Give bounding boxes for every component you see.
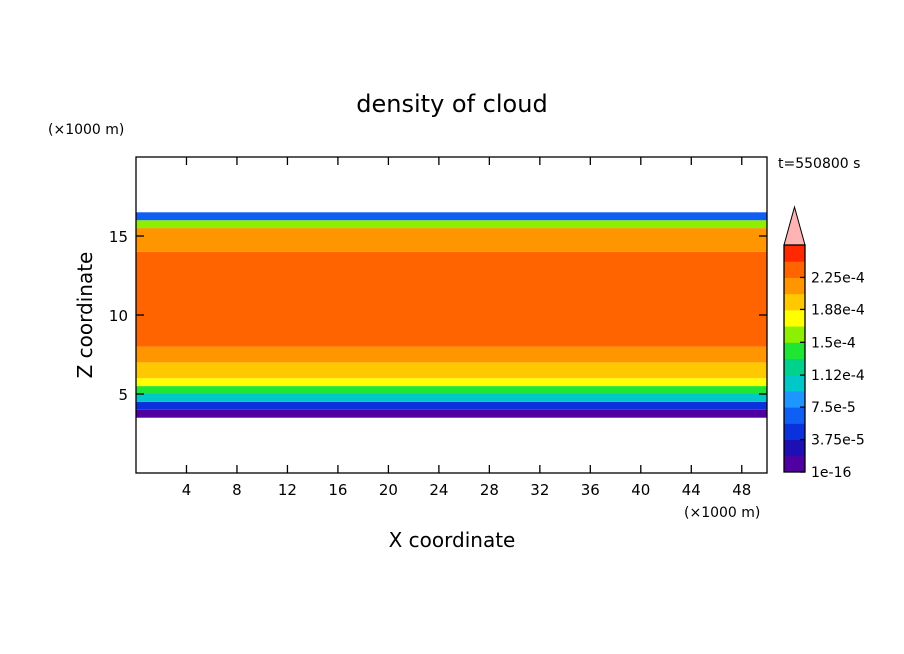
x-tick-label: 32 (530, 481, 549, 499)
time-label: t=550800 s (778, 156, 860, 172)
contour-band (136, 220, 767, 229)
y-tick-label: 15 (109, 228, 128, 246)
colorbar-tick-label: 1.5e-4 (811, 335, 856, 351)
colorbar-band (784, 423, 805, 441)
x-tick-label: 12 (278, 481, 297, 499)
chart-title: density of cloud (356, 90, 547, 118)
y-tick-label: 10 (109, 307, 128, 325)
contour-band (136, 346, 767, 363)
colorbar-tick-label: 1e-16 (811, 465, 851, 481)
x-tick-label: 8 (232, 481, 242, 499)
y-tick-label: 5 (118, 386, 128, 404)
colorbar-band (784, 293, 805, 311)
contour-band (136, 251, 767, 347)
x-tick-label: 16 (328, 481, 347, 499)
colorbar-frame (783, 244, 806, 473)
colorbar-band (784, 309, 805, 327)
colorbar-band (784, 261, 805, 278)
colorbar-band (784, 358, 805, 376)
contour-band (136, 378, 767, 387)
colorbar-band (784, 245, 805, 262)
x-tick-label: 20 (379, 481, 398, 499)
colorbar-band (784, 374, 805, 392)
colorbar-band (784, 455, 805, 473)
colorbar-band (784, 407, 805, 424)
x-tick-label: 44 (682, 481, 701, 499)
colorbar-over (783, 205, 806, 246)
contour-band (136, 401, 767, 410)
colorbar-tick-label: 3.75e-5 (811, 433, 865, 449)
x-tick-label: 36 (581, 481, 600, 499)
x-tick-label: 28 (480, 481, 499, 499)
y-unit: (×1000 m) (48, 122, 124, 138)
x-unit: (×1000 m) (684, 505, 760, 521)
x-tick-label: 40 (631, 481, 650, 499)
colorbar-band (784, 277, 805, 295)
colorbar-band (784, 342, 805, 359)
colorbar-band (784, 326, 805, 343)
y-axis-label: Z coordinate (73, 252, 97, 379)
colorbar-tick-label: 7.5e-5 (811, 400, 856, 416)
colorbar-tick-label: 1.88e-4 (811, 302, 865, 318)
contour-band (136, 386, 767, 394)
x-tick-label: 48 (732, 481, 751, 499)
contour-band (136, 409, 767, 418)
colorbar-tick-label: 1.12e-4 (811, 368, 865, 384)
x-axis-label: X coordinate (389, 528, 516, 552)
contour-band (136, 212, 767, 221)
x-tick-label: 24 (429, 481, 448, 499)
colorbar-tick-label: 2.25e-4 (811, 270, 865, 286)
colorbar-band (784, 390, 805, 408)
contour-band (136, 362, 767, 379)
colorbar-band (784, 439, 805, 457)
contour-band (136, 228, 767, 252)
x-tick-label: 4 (182, 481, 192, 499)
contour-band (136, 394, 767, 402)
